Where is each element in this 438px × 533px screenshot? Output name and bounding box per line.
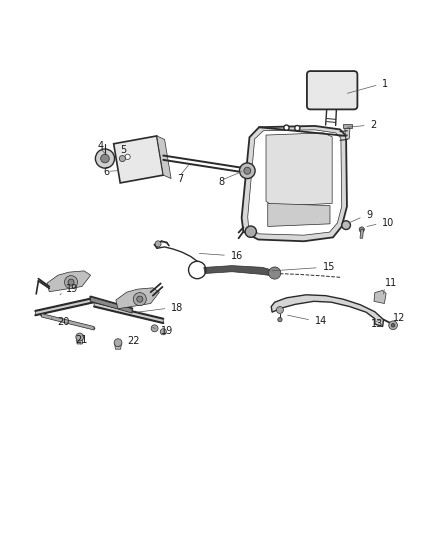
Circle shape	[160, 329, 166, 335]
Polygon shape	[94, 302, 163, 323]
Circle shape	[276, 306, 283, 313]
Text: 9: 9	[366, 210, 372, 220]
Circle shape	[245, 226, 256, 237]
Circle shape	[125, 154, 130, 159]
Circle shape	[137, 296, 143, 302]
Polygon shape	[115, 343, 121, 349]
Text: 15: 15	[322, 262, 335, 272]
Circle shape	[278, 318, 282, 322]
Circle shape	[389, 321, 397, 329]
Text: 7: 7	[177, 174, 183, 184]
Polygon shape	[266, 133, 332, 206]
Polygon shape	[345, 128, 350, 139]
Text: 10: 10	[382, 218, 395, 228]
Text: 21: 21	[75, 335, 88, 345]
Text: 4: 4	[97, 141, 103, 150]
Polygon shape	[76, 337, 83, 344]
Polygon shape	[114, 136, 163, 183]
Polygon shape	[42, 313, 94, 330]
Circle shape	[284, 125, 289, 130]
Circle shape	[151, 325, 158, 332]
Circle shape	[155, 241, 161, 247]
Polygon shape	[374, 290, 386, 303]
Text: 16: 16	[231, 251, 243, 261]
Text: 14: 14	[315, 316, 327, 326]
Text: 19: 19	[161, 326, 173, 336]
Circle shape	[119, 156, 125, 161]
Polygon shape	[35, 298, 94, 315]
Circle shape	[133, 293, 146, 305]
Circle shape	[359, 227, 364, 232]
Polygon shape	[242, 126, 347, 241]
Text: 18: 18	[171, 303, 184, 313]
Text: 22: 22	[127, 336, 140, 346]
Circle shape	[68, 279, 74, 285]
Polygon shape	[248, 130, 342, 235]
Circle shape	[95, 149, 115, 168]
Text: 8: 8	[218, 176, 224, 187]
Circle shape	[101, 154, 109, 163]
Polygon shape	[343, 124, 352, 128]
FancyBboxPatch shape	[307, 71, 357, 109]
Polygon shape	[157, 136, 171, 179]
Circle shape	[64, 276, 78, 289]
Polygon shape	[271, 295, 384, 327]
Text: 19: 19	[66, 284, 78, 294]
Text: 6: 6	[104, 167, 110, 176]
Text: 13: 13	[371, 319, 383, 329]
Circle shape	[114, 339, 122, 346]
Text: 1: 1	[382, 79, 389, 88]
Circle shape	[240, 163, 255, 179]
Text: 20: 20	[57, 317, 70, 327]
Text: 12: 12	[393, 313, 406, 323]
Polygon shape	[47, 271, 91, 292]
Circle shape	[244, 167, 251, 174]
Text: 11: 11	[385, 278, 398, 288]
Text: 2: 2	[371, 120, 377, 130]
Polygon shape	[360, 230, 364, 238]
Circle shape	[268, 267, 281, 279]
Circle shape	[342, 221, 350, 230]
Circle shape	[295, 125, 300, 131]
Text: 5: 5	[120, 145, 126, 155]
Circle shape	[391, 324, 395, 327]
Circle shape	[76, 333, 84, 341]
Polygon shape	[116, 288, 159, 309]
Polygon shape	[204, 265, 275, 276]
Polygon shape	[268, 204, 330, 227]
Polygon shape	[91, 297, 132, 313]
